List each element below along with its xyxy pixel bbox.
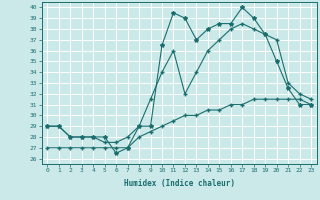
X-axis label: Humidex (Indice chaleur): Humidex (Indice chaleur): [124, 179, 235, 188]
